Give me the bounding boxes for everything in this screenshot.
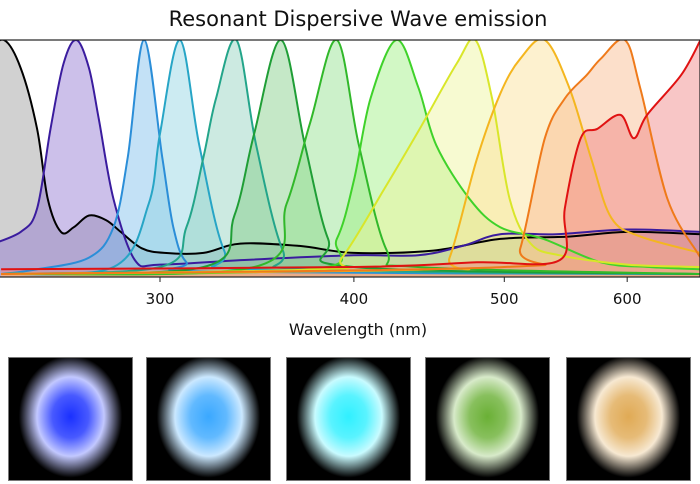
plot-frame [0,39,700,278]
emission-image-4 [425,357,550,481]
x-axis-label: Wavelength (nm) [289,320,427,339]
series-6-area [1,40,700,277]
series-layer [0,40,700,277]
series-9-area [1,40,700,277]
series-7-area [1,40,700,277]
series-11-area [1,40,700,277]
series-7-line [1,40,700,275]
emission-image-5 [566,357,691,481]
series-3-area [1,40,700,277]
x-tick-label: 300 [146,290,175,308]
series-0-area [0,40,700,277]
x-tick-label: 400 [340,290,369,308]
series-8-line [1,40,700,275]
series-10-area [1,40,700,277]
series-2-area [1,40,700,277]
spectrum-chart: Resonant Dispersive Wave emission 300 400… [0,7,700,339]
chart-title: Resonant Dispersive Wave emission [169,7,548,31]
emission-image-1 [8,357,133,481]
series-1-area [0,40,700,277]
series-11-line [1,40,700,271]
series-10-line [1,40,700,275]
x-tick-label: 600 [613,290,642,308]
series-1-line [0,40,700,268]
emission-image-2 [146,357,271,481]
series-5-line [1,40,700,275]
x-axis: 300 400 500 600 [146,277,642,308]
x-tick-label: 500 [490,290,519,308]
emission-image-3 [286,357,411,481]
series-0-line [0,40,700,255]
